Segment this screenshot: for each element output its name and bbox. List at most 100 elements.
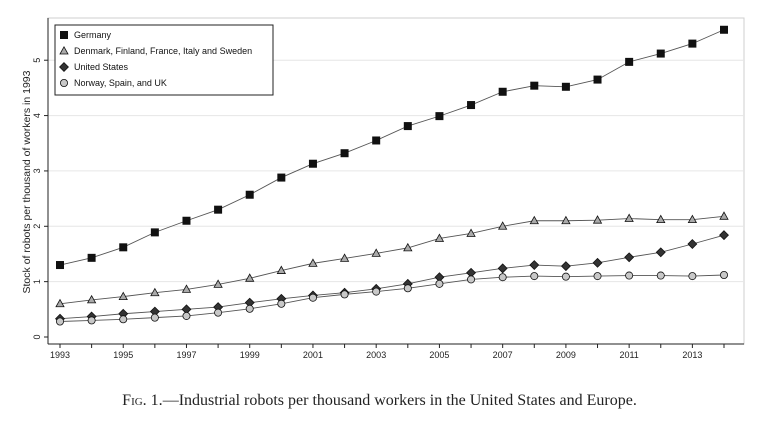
series-4: [56, 270, 729, 326]
data-point: [372, 287, 381, 296]
x-tick-label: 2011: [619, 350, 638, 360]
data-point: [687, 214, 698, 224]
data-point: [655, 247, 666, 258]
data-point: [118, 291, 128, 300]
data-point: [624, 252, 635, 263]
data-point: [308, 258, 318, 267]
data-point: [308, 159, 317, 168]
data-point: [87, 316, 96, 325]
data-point: [561, 215, 571, 225]
data-point: [467, 275, 476, 284]
x-tick-label: 2001: [303, 350, 323, 360]
data-point: [150, 313, 159, 322]
x-tick-label: 1997: [176, 350, 196, 360]
data-point: [119, 243, 128, 252]
data-point: [182, 216, 191, 225]
data-point: [656, 214, 666, 224]
data-point: [435, 279, 444, 288]
data-point: [86, 294, 97, 304]
data-point: [245, 273, 255, 282]
data-point: [340, 290, 349, 299]
data-point: [467, 101, 476, 110]
data-point: [214, 205, 223, 214]
data-point: [529, 215, 539, 225]
data-point: [688, 272, 697, 281]
y-tick-label: 2: [32, 224, 42, 229]
legend-label: Denmark, Finland, France, Italy and Swed…: [74, 46, 252, 56]
data-point: [592, 215, 603, 224]
data-point: [56, 261, 65, 270]
data-point: [656, 49, 665, 58]
y-tick-label: 3: [32, 168, 42, 173]
data-point: [181, 284, 192, 293]
data-point: [403, 242, 413, 252]
data-point: [182, 311, 191, 320]
x-tick-label: 2007: [493, 350, 513, 360]
data-point: [403, 284, 412, 293]
data-point: [340, 149, 349, 158]
legend-box: [54, 24, 274, 96]
data-point: [561, 82, 570, 91]
y-tick-label: 5: [32, 58, 42, 63]
legend-marker: [60, 30, 69, 39]
data-point: [530, 272, 539, 281]
x-tick-label: 1999: [240, 350, 260, 360]
data-point: [497, 221, 508, 230]
data-point: [720, 270, 729, 279]
legend-marker: [59, 45, 69, 55]
axes: 0 1 2 3 4 5 1993 1995 1997 1999 2001 2003 2005 2007 20…: [32, 18, 744, 360]
series-layer: [55, 25, 729, 326]
data-point: [87, 253, 96, 262]
data-point: [214, 308, 223, 317]
data-point: [530, 81, 539, 90]
y-tick-label: 4: [32, 113, 42, 118]
data-point: [688, 39, 697, 48]
chart: 0 1 2 3 4 5 1993 1995 1997 1999 2001 2003 2005 2007 20…: [21, 17, 745, 360]
data-point: [466, 228, 476, 237]
caption-text: —Industrial robots per thousand workers …: [162, 392, 637, 409]
series-1: [56, 25, 729, 270]
data-point: [560, 261, 571, 272]
data-point: [498, 87, 507, 96]
x-tick-label: 2009: [556, 350, 576, 360]
data-point: [150, 287, 160, 297]
legend-label: Norway, Spain, and UK: [74, 78, 167, 88]
data-point: [687, 239, 698, 249]
data-point: [308, 293, 317, 302]
legend-label: United States: [74, 62, 129, 72]
caption-fig-label: Fig. 1.: [122, 392, 163, 409]
data-point: [593, 75, 602, 84]
data-point: [403, 122, 412, 131]
x-tick-label: 1993: [50, 350, 70, 360]
data-point: [435, 112, 444, 121]
data-point: [150, 228, 159, 237]
data-point: [245, 190, 254, 199]
data-point: [561, 272, 570, 281]
data-point: [372, 136, 381, 145]
legend-marker: [60, 79, 69, 88]
x-tick-label: 2003: [366, 350, 386, 360]
data-point: [719, 211, 729, 220]
figure-caption: Fig. 1.—Industrial robots per thousand w…: [0, 392, 759, 410]
data-point: [719, 230, 729, 241]
data-point: [277, 173, 286, 182]
legend-label: Germany: [74, 30, 112, 40]
data-point: [529, 260, 540, 271]
data-point: [277, 299, 286, 308]
data-point: [625, 271, 634, 280]
data-point: [119, 315, 128, 324]
x-tick-label: 2005: [429, 350, 449, 360]
series-2: [55, 211, 729, 308]
y-tick-label: 1: [32, 279, 42, 284]
y-axis-title: Stock of robots per thousand of workers …: [21, 70, 33, 293]
data-point: [371, 248, 381, 257]
series-line: [59, 29, 725, 266]
x-tick-label: 2013: [682, 350, 702, 360]
data-point: [593, 272, 602, 281]
data-point: [55, 298, 65, 308]
data-point: [498, 273, 507, 282]
data-point: [245, 304, 254, 313]
series-3: [55, 230, 729, 324]
data-point: [497, 263, 508, 274]
y-tick-label: 0: [32, 334, 42, 339]
